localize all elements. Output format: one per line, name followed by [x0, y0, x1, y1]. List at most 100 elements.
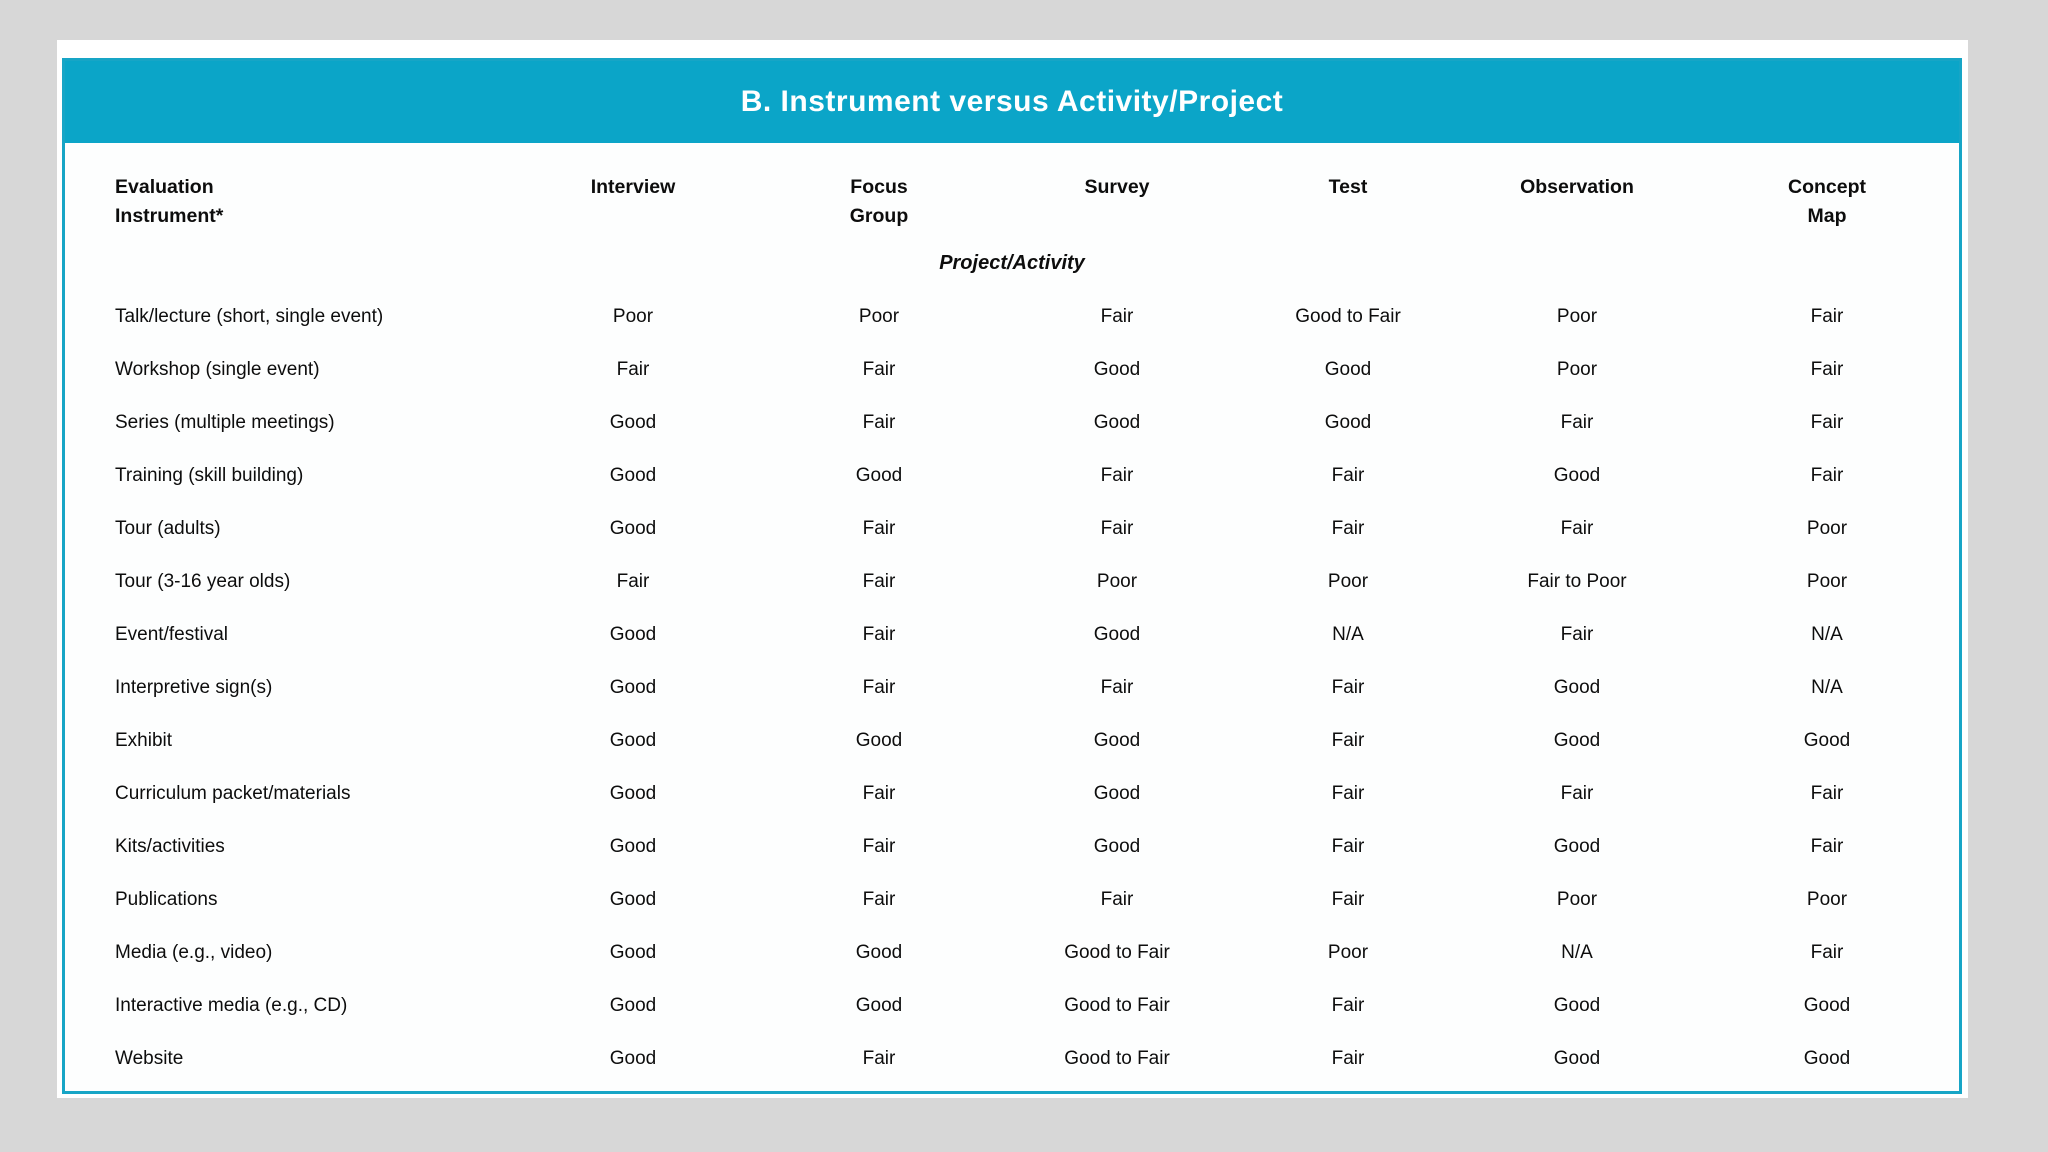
rating-cell: Fair — [862, 518, 896, 539]
rating-cell: Poor — [858, 306, 900, 327]
activity-cell: Tour (3-16 year olds) — [115, 571, 291, 592]
rating-cell: Fair — [1100, 306, 1134, 327]
document-page: B. Instrument versus Activity/Project Ev… — [57, 40, 1968, 1098]
rating-cell: Poor — [1806, 571, 1848, 592]
activity-cell: Workshop (single event) — [115, 359, 320, 380]
table-header: Evaluation Instrument* Interview Focus Gro… — [65, 143, 1959, 237]
instrument-activity-table: Evaluation Instrument* Interview Focus Gro… — [65, 143, 1959, 1086]
table-row: Tour (adults) Good Fair Fair Fair Fair Poor — [65, 503, 1959, 556]
rating-cell: Good — [1093, 412, 1141, 433]
rating-cell: Poor — [1556, 306, 1598, 327]
rating-cell: Fair — [862, 359, 896, 380]
activity-cell: Talk/lecture (short, single event) — [115, 306, 384, 327]
rating-cell: Fair — [616, 359, 650, 380]
table-body: Project/Activity Talk/lecture (short, sin… — [65, 237, 1959, 1086]
rating-cell: Good — [1803, 1048, 1851, 1069]
rating-cell: Fair — [1331, 783, 1365, 804]
rating-cell: Fair — [1331, 730, 1365, 751]
rating-cell: Good — [1553, 1048, 1601, 1069]
rating-cell: Good — [1553, 836, 1601, 857]
rating-cell: Poor — [1806, 889, 1848, 910]
rating-cell: Good — [1553, 730, 1601, 751]
rating-cell: Fair — [1560, 412, 1594, 433]
rating-cell: Fair — [1331, 1048, 1365, 1069]
rating-cell: Fair — [1331, 836, 1365, 857]
activity-cell: Interactive media (e.g., CD) — [115, 995, 348, 1016]
activity-cell: Series (multiple meetings) — [115, 412, 335, 433]
rating-cell: Good — [609, 624, 657, 645]
rating-cell: Good — [609, 942, 657, 963]
rating-cell: Good — [855, 942, 903, 963]
rating-cell: Fair — [616, 571, 650, 592]
rating-cell: Fair to Poor — [1527, 571, 1627, 592]
rating-cell: Fair — [1331, 677, 1365, 698]
rating-cell: Fair — [1100, 465, 1134, 486]
rating-cell: Fair — [1100, 518, 1134, 539]
activity-cell: Training (skill building) — [115, 465, 304, 486]
rating-cell: Fair — [1331, 518, 1365, 539]
rating-cell: Good — [1324, 359, 1372, 380]
rating-cell: Good — [1093, 836, 1141, 857]
rating-cell: Good — [1553, 995, 1601, 1016]
column-header: Concept Map — [1788, 176, 1866, 227]
rating-cell: Poor — [1096, 571, 1138, 592]
rating-cell: Poor — [1327, 571, 1369, 592]
rating-cell: Good to Fair — [1295, 306, 1401, 327]
rating-cell: Poor — [1556, 889, 1598, 910]
rating-cell: Fair — [1810, 465, 1844, 486]
table-title-bar: B. Instrument versus Activity/Project — [65, 61, 1959, 143]
rating-cell: Good — [609, 889, 657, 910]
rating-cell: Good — [855, 730, 903, 751]
table-row: Media (e.g., video) Good Good Good to Fair P… — [65, 927, 1959, 980]
table-row: Training (skill building) Good Good Fair Fai… — [65, 450, 1959, 503]
rating-cell: Good — [1093, 359, 1141, 380]
rating-cell: Fair — [862, 571, 896, 592]
rating-cell: Fair — [862, 1048, 896, 1069]
column-header: Focus Group — [849, 176, 909, 227]
rating-cell: Good — [609, 677, 657, 698]
rating-cell: Good — [1553, 677, 1601, 698]
column-header: Observation — [1520, 176, 1634, 198]
rating-cell: Fair — [1100, 889, 1134, 910]
rating-cell: Fair — [862, 624, 896, 645]
rating-cell: Good — [1803, 730, 1851, 751]
table-row: Interpretive sign(s) Good Fair Fair Fair Good… — [65, 662, 1959, 715]
rating-cell: Fair — [1810, 783, 1844, 804]
rating-cell: Fair — [1560, 624, 1594, 645]
activity-cell: Website — [115, 1048, 184, 1069]
table-row: Publications Good Fair Fair Fair Poor Poor — [65, 874, 1959, 927]
rating-cell: Fair — [1810, 412, 1844, 433]
rating-cell: Good — [1553, 465, 1601, 486]
rating-cell: Fair — [1560, 783, 1594, 804]
rating-cell: N/A — [1332, 624, 1364, 645]
rating-cell: Good — [609, 730, 657, 751]
rating-cell: Good — [609, 465, 657, 486]
table-row: Exhibit Good Good Good Fair Good Good — [65, 715, 1959, 768]
rating-cell: Fair — [862, 412, 896, 433]
activity-cell: Tour (adults) — [115, 518, 221, 539]
table-row: Website Good Fair Good to Fair Fair Good Good — [65, 1033, 1959, 1086]
column-header: Interview — [590, 176, 676, 198]
rating-cell: Poor — [1327, 942, 1369, 963]
rating-cell: Good — [609, 412, 657, 433]
rating-cell: Fair — [862, 783, 896, 804]
column-header: Survey — [1084, 176, 1150, 198]
rating-cell: Fair — [1560, 518, 1594, 539]
rating-cell: Fair — [1810, 942, 1844, 963]
table-frame: B. Instrument versus Activity/Project Ev… — [62, 58, 1962, 1094]
column-header: Test — [1328, 176, 1368, 198]
rating-cell: Fair — [1331, 995, 1365, 1016]
rating-cell: Good — [609, 783, 657, 804]
rating-cell: Fair — [862, 677, 896, 698]
section-label: Project/Activity — [939, 252, 1085, 274]
table-row: Event/festival Good Fair Good N/A Fair N/A — [65, 609, 1959, 662]
rating-cell: Poor — [1806, 518, 1848, 539]
activity-cell: Exhibit — [115, 730, 173, 751]
table-row: Series (multiple meetings) Good Fair Good Go… — [65, 397, 1959, 450]
rating-cell: Poor — [612, 306, 654, 327]
rating-cell: Good — [855, 995, 903, 1016]
rating-cell: Fair — [1810, 359, 1844, 380]
rating-cell: Fair — [1331, 889, 1365, 910]
rating-cell: N/A — [1811, 624, 1843, 645]
activity-cell: Publications — [115, 889, 218, 910]
